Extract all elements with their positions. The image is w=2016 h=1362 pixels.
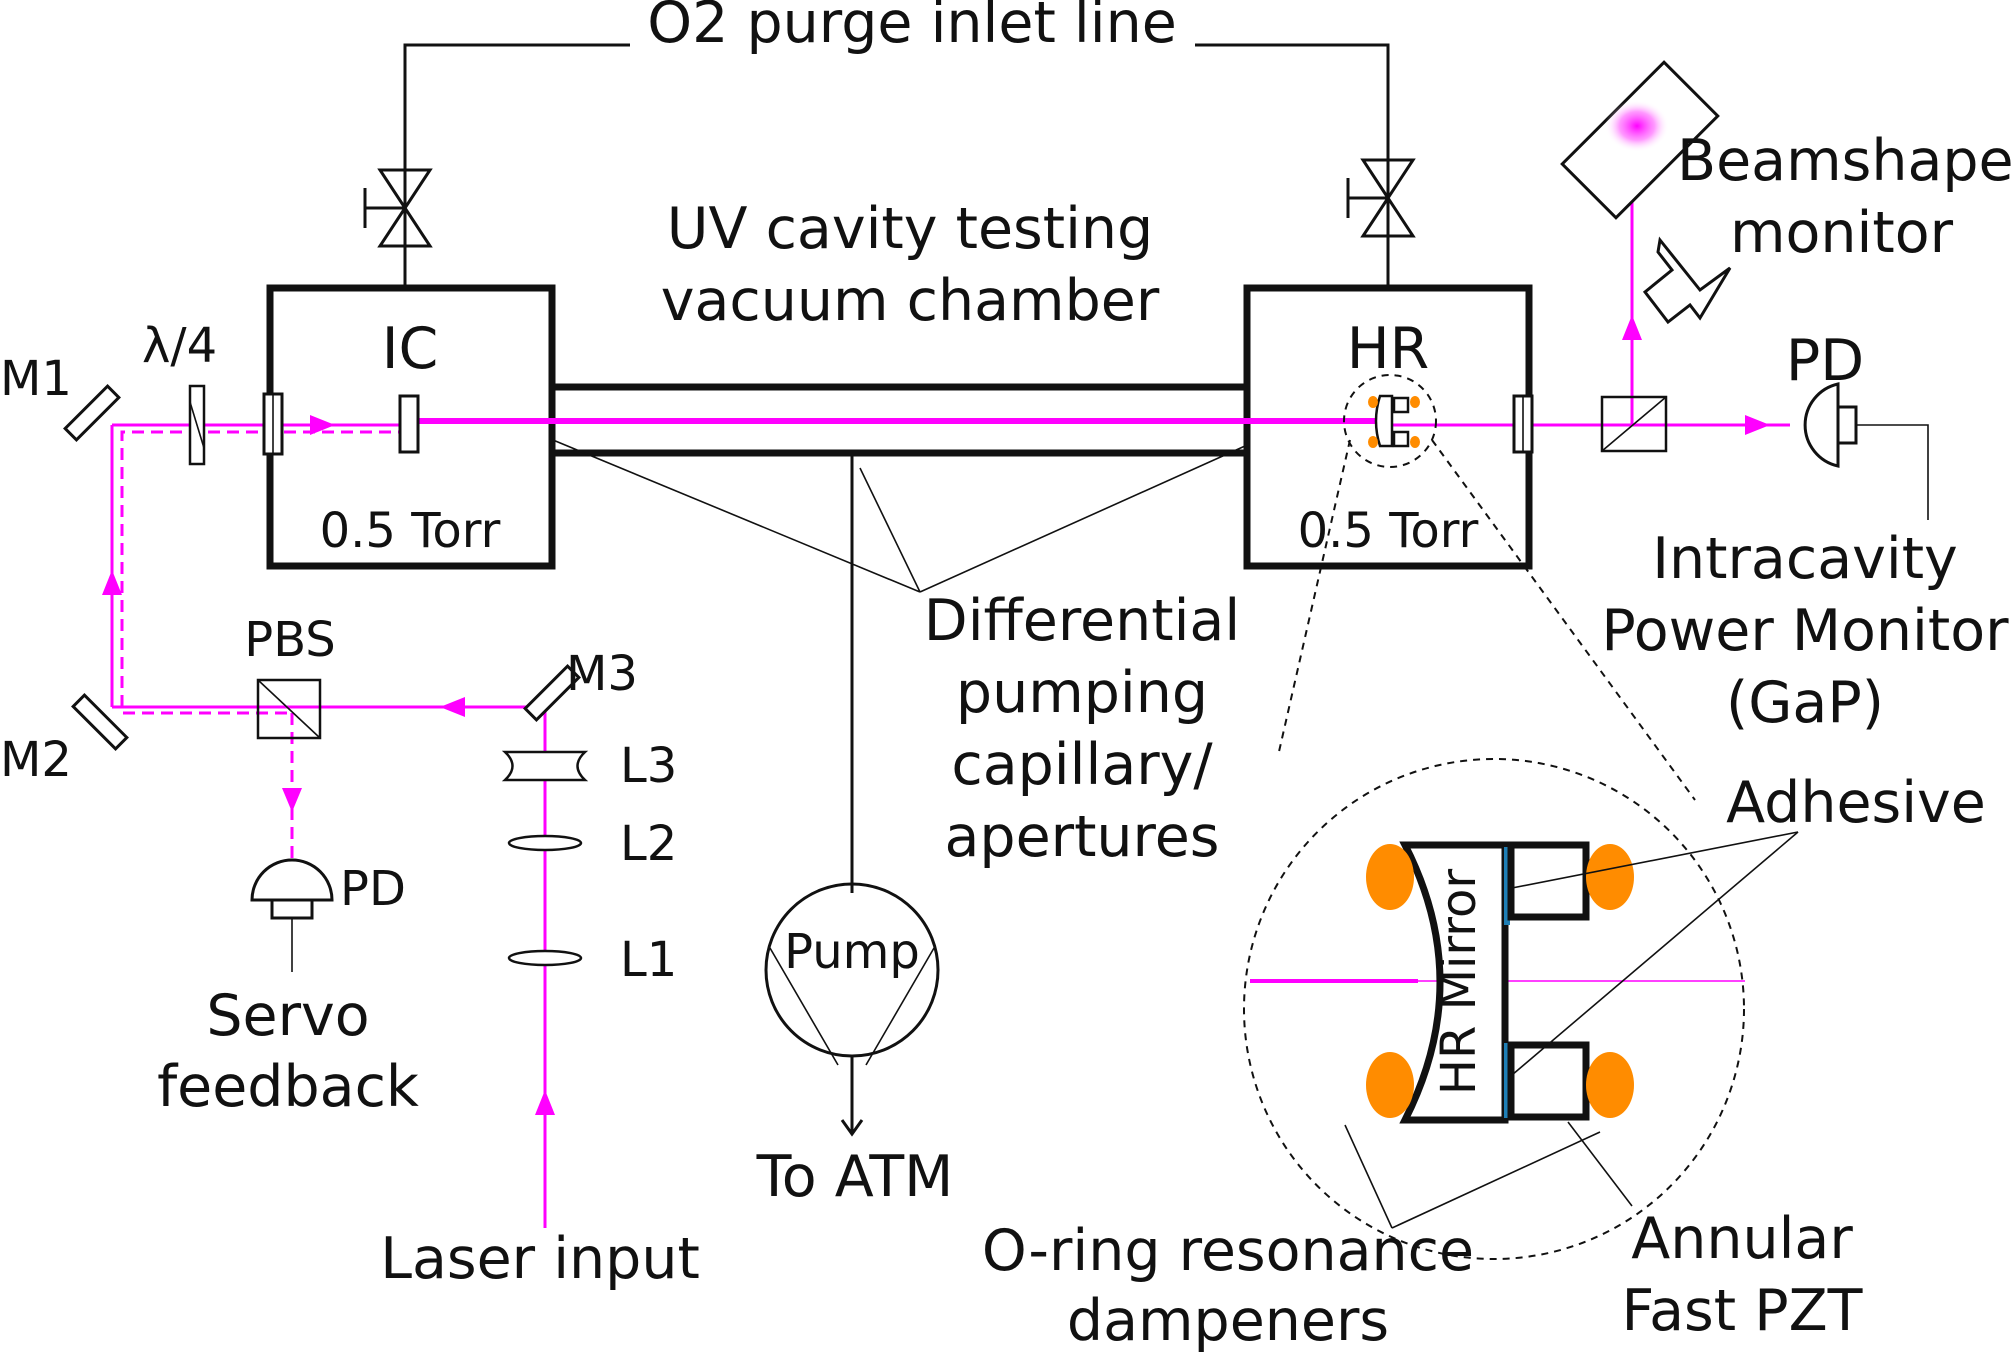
pbs-cube-icon (256, 678, 322, 740)
pzt-label-2: Fast PZT (1622, 1278, 1863, 1344)
pd-right-label: PD (1786, 328, 1864, 394)
servo-label-1: Servo (206, 983, 369, 1049)
pressure-left-label: 0.5 Torr (320, 503, 501, 559)
arrow-down-pd (282, 788, 302, 812)
right-valve-icon (1346, 158, 1416, 238)
left-valve-icon (363, 168, 433, 248)
pump-label: Pump (784, 924, 920, 980)
adhesive-label: Adhesive (1726, 770, 1986, 836)
m3-label: M3 (566, 646, 638, 702)
lens-l1-icon (507, 949, 583, 967)
to-atm-label: To ATM (756, 1144, 954, 1210)
beamshape-label-2: monitor (1730, 200, 1954, 266)
diff-label-1: Differential (924, 588, 1240, 654)
beam-spot (1605, 100, 1669, 152)
arrow-right-pd (1745, 415, 1770, 435)
right-window-icon (1512, 394, 1534, 454)
hr-label: HR (1347, 316, 1429, 382)
diff-label-2: pumping (956, 660, 1208, 726)
oring-top-left (1366, 844, 1414, 910)
ic-label: IC (382, 316, 439, 382)
purge-label: O2 purge inlet line (647, 0, 1177, 56)
arrow-up-beamshape (1622, 315, 1642, 340)
chamber-label-1: UV cavity testing (667, 196, 1153, 262)
arrow-left-m3 (440, 697, 465, 717)
hr-zoom-source-circle (1343, 374, 1437, 468)
photodiode-left-icon (250, 858, 334, 972)
pressure-right-label: 0.5 Torr (1298, 503, 1479, 559)
differential-pointer-lines (552, 439, 1246, 593)
beamshape-screen-icon (1560, 60, 1720, 220)
mirror-m3-icon (523, 664, 581, 722)
mirror-m1-icon (63, 384, 121, 442)
zoom-circle (1243, 758, 1745, 1260)
lens-l2-icon (507, 834, 583, 852)
beamsplitter-right-icon (1600, 395, 1668, 453)
pump (764, 453, 940, 1137)
quarter-wave-plate-icon (188, 384, 206, 466)
zoom-detail (1243, 439, 1799, 1260)
arrow-up-input (535, 1090, 555, 1115)
arrow-right-ic (310, 415, 335, 435)
lens-l3-icon (501, 750, 589, 782)
hr-mirror-body (1399, 841, 1509, 1124)
hr-mirror-assembly-small (1343, 374, 1437, 468)
beamshape-label-1: Beamshape (1677, 128, 2014, 194)
oring-bottom-right (1586, 1052, 1634, 1118)
pbs-label: PBS (244, 612, 336, 668)
pd-left-label: PD (340, 861, 406, 917)
intracavity-label-3: (GaP) (1726, 670, 1884, 736)
ic-mirror-icon (398, 394, 420, 454)
pzt-label-1: Annular (1631, 1206, 1853, 1272)
beam-arrows (102, 315, 1770, 1115)
pzt-bottom (1507, 1041, 1590, 1121)
photodiode-right-icon (1803, 382, 1929, 520)
intracavity-label-2: Power Monitor (1601, 598, 2009, 664)
l3-label: L3 (620, 738, 677, 794)
oring-top-right (1586, 844, 1634, 910)
oring-label-2: dampeners (1067, 1288, 1389, 1354)
mirror-m2-icon (71, 693, 129, 751)
intracavity-label-1: Intracavity (1652, 526, 1958, 592)
hr-mirror-label: HR Mirror (1431, 869, 1487, 1095)
chamber-label-2: vacuum chamber (661, 268, 1160, 334)
diff-label-3: capillary/ (951, 732, 1213, 798)
l1-label: L1 (620, 932, 677, 988)
qwp-label: λ/4 (142, 318, 217, 374)
m2-label: M2 (0, 732, 72, 788)
laser-input-label: Laser input (380, 1226, 700, 1292)
l2-label: L2 (620, 816, 677, 872)
m1-label: M1 (0, 351, 72, 407)
diff-label-4: apertures (944, 804, 1219, 870)
camera-icon (1642, 236, 1732, 325)
arrow-up-m2 (102, 570, 122, 595)
laser-beam (110, 140, 1790, 1228)
oring-label-1: O-ring resonance (982, 1218, 1474, 1284)
oring-bottom-left (1366, 1052, 1414, 1118)
servo-label-2: feedback (157, 1054, 419, 1120)
left-window-icon (262, 392, 284, 456)
